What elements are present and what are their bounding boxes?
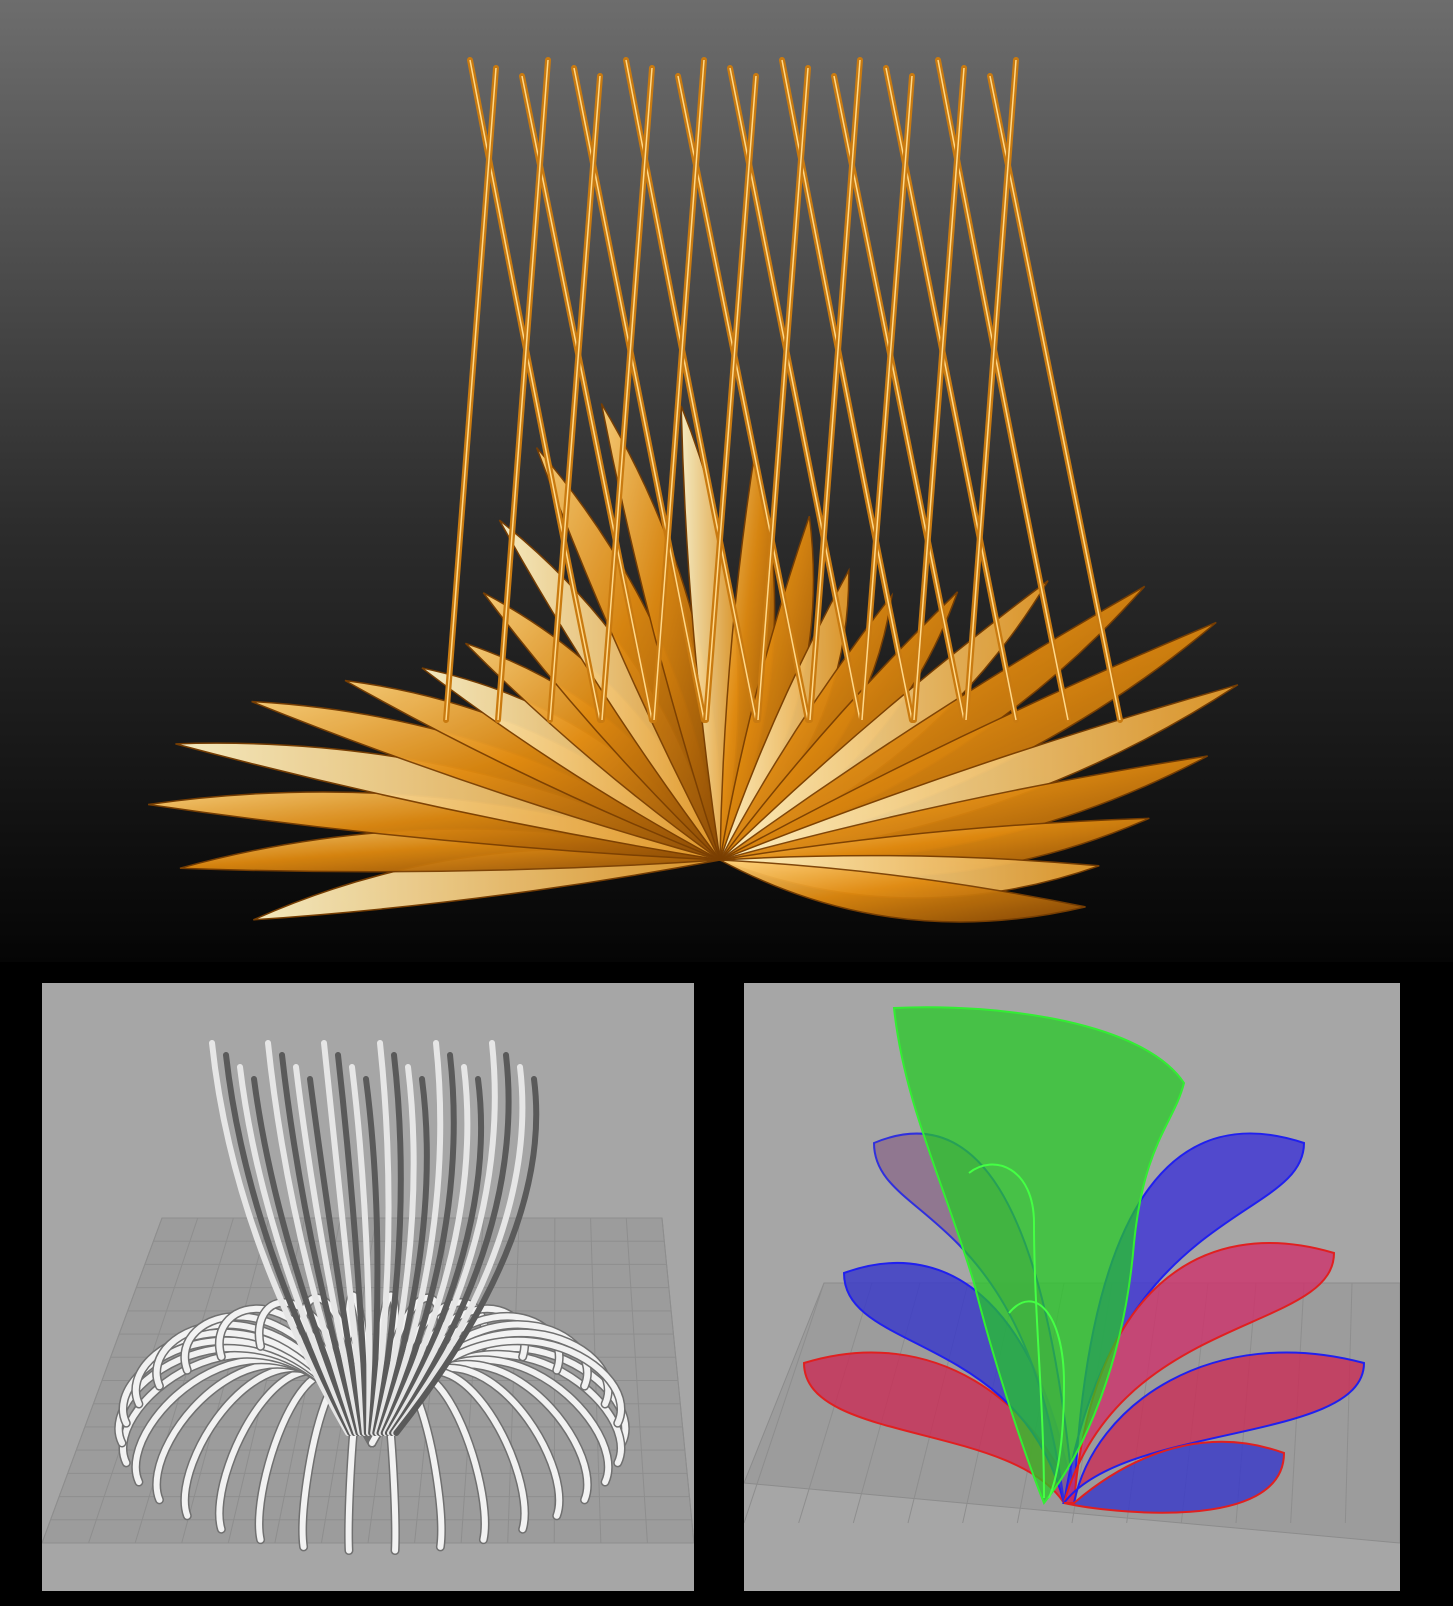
gold-leaf (719, 859, 1086, 923)
petal-surfaces (802, 1006, 1366, 1514)
tube-model-panel (42, 983, 694, 1591)
top-render-panel (0, 0, 1453, 962)
inner-tube (391, 1064, 526, 1436)
inner-tube (376, 1076, 430, 1436)
inner-tube (279, 1052, 362, 1436)
inner-tube (389, 1052, 512, 1436)
grid-line (1344, 1282, 1353, 1524)
inner-tube (393, 1076, 540, 1436)
inner-tube (384, 1076, 485, 1436)
inner-tube (370, 1040, 392, 1436)
inner-tube (382, 1064, 471, 1436)
inner-tube (293, 1064, 364, 1436)
inner-tube (321, 1040, 368, 1436)
inner-tube (380, 1052, 457, 1436)
inner-tube (374, 1064, 417, 1436)
inner-tube (372, 1052, 404, 1436)
gold-rod-highlight (809, 59, 861, 721)
inner-tube (363, 1076, 381, 1436)
golden-sculpture-image (0, 0, 1453, 962)
gold-rod-highlight (601, 67, 653, 721)
gold-rod-highlight (653, 59, 705, 721)
gold-rod-highlight (757, 67, 809, 721)
surface-model-panel (744, 983, 1400, 1591)
inner-tube (223, 1052, 354, 1436)
grid-line (744, 1282, 825, 1524)
gold-rod-highlight (445, 67, 497, 721)
gold-rod-highlight (497, 59, 549, 721)
tube-loops (114, 1040, 630, 1556)
gold-rod-highlight (965, 59, 1017, 721)
grid-line (625, 1217, 648, 1544)
grid-line (460, 1217, 484, 1544)
green-curve (1008, 1300, 1066, 1499)
grid-line (661, 1217, 694, 1544)
gold-rod-lattice (443, 57, 1123, 723)
inner-tube (251, 1076, 358, 1436)
inner-tube (265, 1040, 360, 1436)
inner-tube (209, 1040, 351, 1436)
green-curve (968, 1163, 1045, 1499)
green-surface (892, 1006, 1186, 1505)
inner-tube (378, 1040, 444, 1436)
inner-tube (387, 1040, 498, 1436)
gold-rod-highlight (549, 75, 601, 721)
colored-surface-image (744, 983, 1400, 1591)
inner-tube (307, 1076, 366, 1436)
inner-tube (237, 1064, 356, 1436)
gold-rod-highlight (913, 67, 965, 721)
gold-rod-highlight (861, 75, 913, 721)
inner-tube (349, 1064, 373, 1436)
tube-loop-image (42, 983, 694, 1591)
petal-surface (1063, 1440, 1286, 1514)
gold-rod-highlight (705, 75, 757, 721)
inner-tube (335, 1052, 370, 1436)
